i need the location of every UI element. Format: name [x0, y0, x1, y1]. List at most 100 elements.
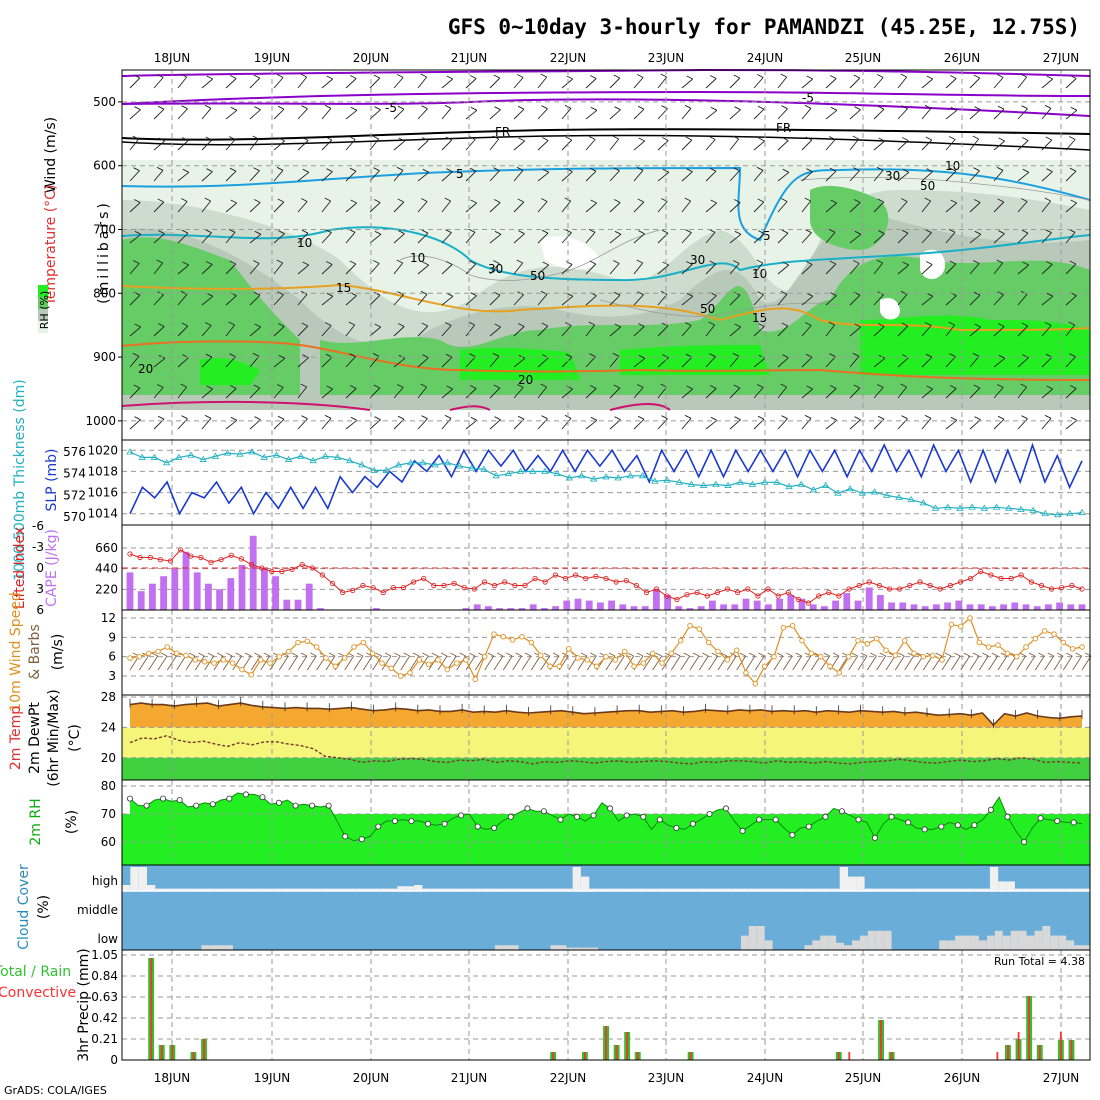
wind-barb-flag — [254, 416, 261, 421]
precip-tick-label: 0.63 — [91, 990, 118, 1004]
precip-axis-label: 3hr Precip (mm) — [76, 948, 92, 1061]
temp-line — [129, 702, 1083, 727]
wind-barb — [681, 200, 692, 213]
wind-barb-flag — [252, 352, 260, 357]
high-cloud-bar — [656, 888, 665, 891]
wind-barb — [225, 139, 236, 151]
wind-barb-flag — [757, 291, 764, 296]
high-cloud-bar — [681, 888, 690, 891]
high-cloud-bar — [347, 888, 356, 891]
wind-barb — [1017, 232, 1029, 244]
thickness-marker — [968, 503, 976, 510]
wind-barb — [297, 201, 308, 213]
wind-barb-flag — [276, 259, 283, 264]
contour-label: 30 — [885, 169, 900, 183]
high-cloud-bar — [405, 886, 414, 891]
wind-barb-flag — [494, 106, 501, 111]
wind-barb — [369, 294, 381, 306]
wind-barb-flag — [1069, 385, 1077, 389]
cape-bar — [843, 593, 851, 610]
wind10-barb-flag — [748, 652, 756, 657]
wind10-marker — [621, 648, 628, 655]
wind10-barb-flag — [776, 652, 784, 657]
wind10-marker — [425, 661, 432, 668]
wind-barb — [297, 76, 308, 89]
cape-bar — [261, 568, 268, 610]
wind10-marker — [192, 657, 199, 663]
wind-barb — [969, 202, 981, 213]
wind-barb-flag — [1020, 73, 1027, 78]
wind-barb-flag — [877, 415, 885, 420]
wind-barb — [945, 324, 956, 337]
wind-barb-flag — [734, 106, 741, 111]
wind-barb-flag — [326, 385, 333, 390]
wind-barb — [777, 140, 789, 151]
wind-barb-flag — [949, 260, 957, 265]
wind10-barb-flag — [702, 652, 709, 657]
cloud-level-label: low — [98, 932, 119, 946]
high-cloud-bar — [639, 888, 648, 891]
low-cloud-bar — [764, 940, 773, 950]
li-marker — [998, 575, 1004, 582]
cape-bar — [989, 606, 996, 610]
wind-barb-flag — [396, 259, 403, 264]
cape-bar — [888, 602, 895, 610]
wind10-barb-flag — [823, 652, 830, 657]
wind-barb-flag — [373, 167, 380, 172]
wind-barb — [153, 140, 165, 151]
wind-barb — [705, 139, 716, 151]
wind-barb — [921, 388, 933, 399]
wind-barb-flag — [900, 383, 907, 388]
li-marker — [350, 587, 356, 594]
rh-marker — [292, 802, 299, 809]
wind-barb-flag — [684, 414, 692, 419]
thickness-marker — [736, 478, 744, 485]
wind10-marker — [873, 635, 880, 642]
wind10-marker — [145, 650, 152, 657]
thickness-marker — [590, 475, 598, 482]
wind-barb-flag — [589, 353, 596, 358]
precip-tick-label: 0 — [110, 1053, 118, 1067]
wind-barb-flag — [1021, 105, 1028, 110]
cloud-background — [122, 865, 1090, 950]
wind-barb — [921, 108, 932, 120]
cloud-level-label: middle — [77, 903, 118, 917]
wind10-marker — [173, 650, 180, 657]
wind-barb — [225, 170, 237, 182]
wind-barb — [1017, 76, 1028, 89]
rh-marker — [408, 818, 415, 825]
wind-barb-flag — [324, 197, 331, 202]
cape-bar — [563, 600, 571, 610]
li-marker — [228, 552, 234, 559]
wind10-barb — [661, 655, 672, 671]
wind10-barb — [530, 655, 541, 671]
wind-barb — [729, 233, 742, 244]
wind-barb-flag — [156, 166, 164, 171]
cape-bar — [1067, 604, 1075, 610]
wind-barb-flag — [204, 197, 211, 202]
high-cloud-bar — [222, 888, 231, 891]
wind10-barb-flag — [636, 652, 644, 657]
high-cloud-bar — [981, 888, 990, 891]
wind-barb — [153, 233, 165, 244]
low-cloud-bar — [217, 945, 226, 950]
high-cloud-bar — [1014, 888, 1024, 891]
wind-barb — [249, 294, 261, 306]
wind10-barb — [894, 655, 905, 671]
wind-barb-flag — [732, 352, 740, 357]
wind-barb-flag — [1021, 322, 1029, 327]
wind-barb — [633, 140, 645, 151]
wind10-barb-flag — [543, 652, 550, 657]
wind-barb-flag — [444, 104, 452, 109]
cape-bar — [1011, 602, 1019, 610]
contour-label: -5 — [802, 91, 814, 105]
wind10-marker — [201, 659, 208, 665]
li-marker — [623, 577, 629, 584]
high-cloud-bar — [564, 888, 573, 891]
wind-barb — [897, 201, 908, 213]
wind-barb — [969, 170, 980, 182]
rh-marker — [971, 822, 978, 829]
wind-barb — [657, 325, 669, 337]
wind10-marker — [920, 653, 927, 660]
thickness-marker — [333, 453, 342, 460]
